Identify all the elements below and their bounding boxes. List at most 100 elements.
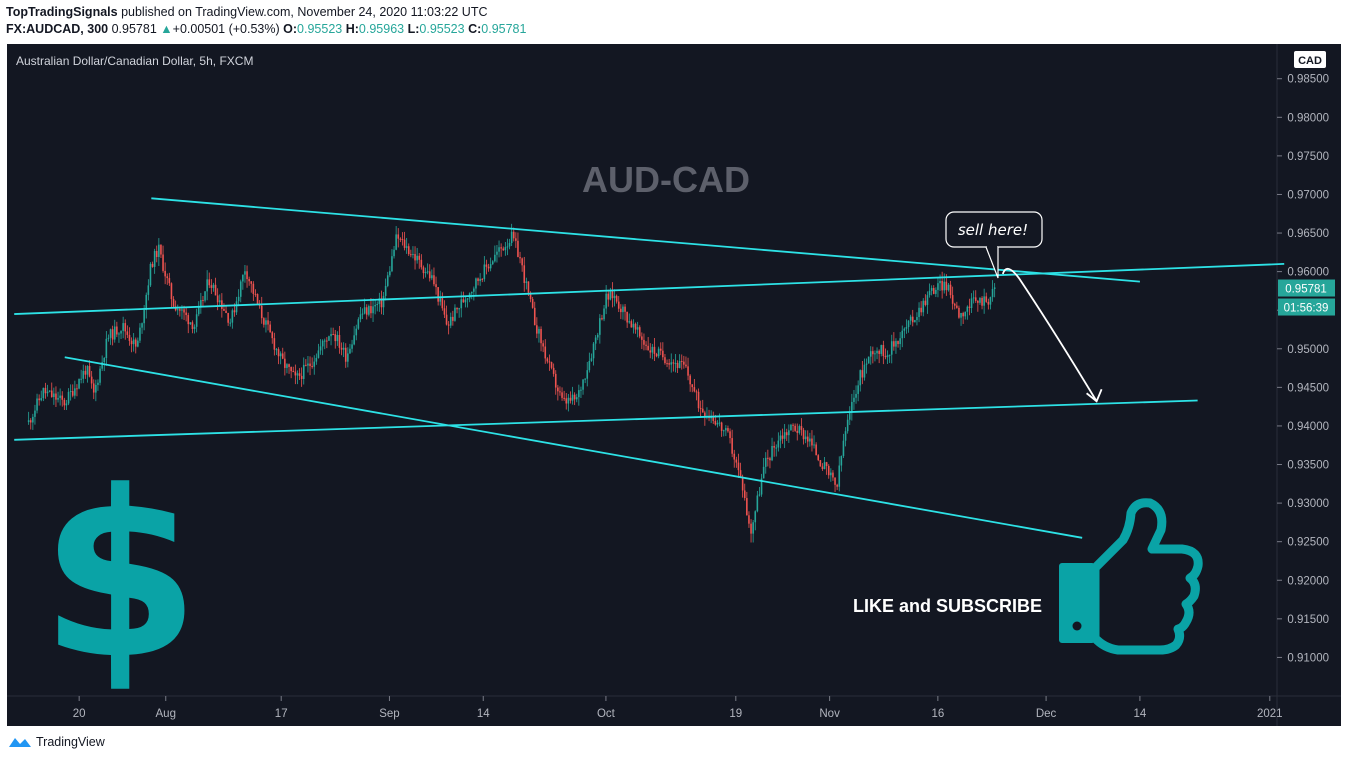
price-axis-background[interactable] [1277,44,1341,696]
candle-body [664,357,666,364]
candle-body [872,351,874,355]
publisher-name[interactable]: TopTradingSignals [6,5,118,19]
candle-body [418,255,421,260]
trendline[interactable] [64,356,1083,539]
candle-body [267,320,269,325]
candle-body [613,295,616,299]
candle-body [811,438,813,446]
candle-body [298,373,301,376]
price-tick-label: 0.95000 [1287,344,1329,356]
candle-body [487,266,490,269]
candle-body [197,306,200,315]
candle-body [769,458,771,461]
candle-body [69,391,72,393]
candle-body [204,291,206,301]
candle-body [263,318,265,325]
candle-body [836,484,838,487]
sell-callout[interactable]: sell here! [945,211,1043,279]
candle-body [78,378,80,389]
candle-body [907,320,910,328]
candle-body [880,345,883,354]
candle-body [674,362,677,364]
candle-body [867,356,870,364]
candle-body [76,388,78,390]
candle-body [601,318,603,320]
trendline[interactable] [151,197,1140,283]
time-axis-background[interactable] [7,696,1341,726]
candle-body [533,307,536,326]
candle-body [355,328,358,336]
candle-body [760,478,763,495]
candle-body [788,430,790,436]
candle-body [773,446,775,448]
candle-body [489,264,492,269]
candle-body [466,298,469,300]
candle-body [752,522,754,534]
trendline[interactable] [14,263,1285,315]
candle-body [57,397,59,400]
candle-body [624,306,626,312]
candle-body [974,297,977,301]
candle-body [477,278,479,282]
candle-body [989,297,992,305]
candle-body [819,460,822,467]
candle-body [458,308,460,310]
candle-body [116,326,118,335]
candle-body [342,347,345,350]
tradingview-logo-label[interactable]: TradingView [36,735,105,749]
tradingview-logo-icon [9,738,31,747]
candle-body [630,321,633,328]
candle-body [71,391,74,396]
candle-body [59,395,61,398]
candle-body [510,231,513,244]
candle-body [191,322,194,329]
candle-body [746,498,748,516]
candle-body [223,308,225,311]
candle-body [384,285,387,296]
candle-body [122,323,124,331]
candle-body [218,300,221,303]
callout-pointer [985,246,999,279]
candle-body [491,261,494,265]
candle-body [767,457,769,459]
candle-body [884,356,887,358]
candle-body [544,346,547,359]
candle-body [193,326,196,329]
candle-body [63,399,66,406]
candle-body [124,323,127,332]
candle-body [592,343,595,359]
candle-body [416,255,418,261]
candle-body [359,314,362,320]
candle-body [676,362,679,368]
candle-body [806,436,809,442]
candle-body [237,296,240,302]
candle-body [420,259,423,268]
trendlines[interactable] [14,197,1285,539]
candle-body [945,281,948,291]
candle-body [949,284,952,296]
candle-body [886,355,889,358]
candle-body [531,299,534,308]
candle-body [823,462,826,470]
candle-body [424,272,427,274]
candle-body [729,431,731,439]
candle-body [82,370,85,379]
countdown-value: 01:56:39 [1284,303,1329,315]
candle-body [771,446,773,461]
candle-body [575,397,578,400]
candle-body [861,370,864,378]
candle-body [588,360,591,371]
candle-body [164,270,166,277]
candle-body [855,393,857,398]
candle-body [294,371,297,376]
projection-arrow[interactable] [1001,267,1098,402]
candle-body [452,316,454,321]
candle-body [296,373,299,376]
currency-label: CAD [1298,55,1322,67]
candle-body [313,361,316,367]
candle-body [523,265,526,283]
candle-body [214,284,217,296]
candle-body [603,308,605,320]
trendline[interactable] [14,399,1198,441]
